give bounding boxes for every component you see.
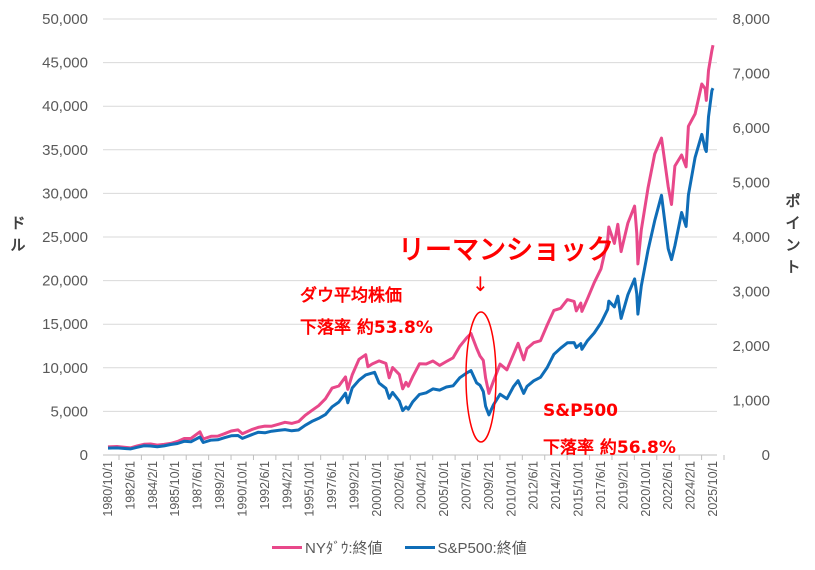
right-tick-label: 1,000 xyxy=(732,393,770,410)
x-tick-label: 1994/2/1 xyxy=(280,461,294,510)
x-tick-label: 2002/6/1 xyxy=(392,461,406,510)
legend-label-sp500: S&P500:終値 xyxy=(437,540,527,557)
left-tick-label: 30,000 xyxy=(42,185,88,202)
x-tick-label: 2010/10/1 xyxy=(504,461,518,517)
left-tick-label: 15,000 xyxy=(42,316,88,333)
right-tick-label: 7,000 xyxy=(732,66,770,83)
x-tick-label: 2014/2/1 xyxy=(549,461,563,510)
x-tick-label: 1987/6/1 xyxy=(191,461,205,510)
x-tick-label: 1985/10/1 xyxy=(168,461,182,517)
right-tick-label: 2,000 xyxy=(732,338,770,355)
x-tick-label: 2017/6/1 xyxy=(594,461,608,510)
x-tick-label: 2019/2/1 xyxy=(616,461,630,510)
left-tick-label: 50,000 xyxy=(42,11,88,28)
lehman-shock-label: リーマンショック xyxy=(398,235,614,266)
x-tick-label: 1980/10/1 xyxy=(101,461,115,517)
x-tick-label: 1992/6/1 xyxy=(258,461,272,510)
legend-item-dow: NYﾀﾞｳ:終値 xyxy=(272,537,383,558)
legend-swatch-dow xyxy=(272,546,302,549)
right-tick-label: 6,000 xyxy=(732,120,770,137)
left-tick-label: 45,000 xyxy=(42,55,88,72)
x-tick-label: 2025/10/1 xyxy=(706,461,720,517)
x-tick-label: 2020/10/1 xyxy=(639,461,653,517)
x-tick-label: 1984/2/1 xyxy=(146,461,160,510)
left-axis-title: ドル xyxy=(10,214,26,254)
dow-line xyxy=(107,44,715,450)
sp500-name-label: S&P500 xyxy=(543,401,619,421)
x-tick-label: 1989/2/1 xyxy=(213,461,227,510)
dow-drop-label: 下落率 約53.8% xyxy=(300,318,433,338)
right-tick-label: 8,000 xyxy=(732,11,770,28)
legend: NYﾀﾞｳ:終値 S&P500:終値 xyxy=(272,537,527,558)
lehman-highlight-ellipse xyxy=(465,311,497,443)
left-tick-label: 5,000 xyxy=(50,403,88,420)
x-tick-label: 2015/10/1 xyxy=(572,461,586,517)
x-tick-label: 2007/6/1 xyxy=(460,461,474,510)
left-tick-label: 20,000 xyxy=(42,273,88,290)
left-tick-label: 25,000 xyxy=(42,229,88,246)
x-tick-label: 1990/10/1 xyxy=(235,461,249,517)
right-tick-label: 5,000 xyxy=(732,175,770,192)
x-tick-label: 2005/10/1 xyxy=(437,461,451,517)
right-tick-label: 3,000 xyxy=(732,284,770,301)
legend-label-dow: NYﾀﾞｳ:終値 xyxy=(305,540,383,557)
x-tick-label: 2024/2/1 xyxy=(684,461,698,510)
down-arrow: ↓ xyxy=(472,272,489,296)
x-tick-label: 2000/10/1 xyxy=(370,461,384,517)
x-tick-label: 1999/2/1 xyxy=(347,461,361,510)
x-tick-label: 2009/2/1 xyxy=(482,461,496,510)
x-tick-label: 1982/6/1 xyxy=(123,461,137,510)
legend-item-sp500: S&P500:終値 xyxy=(404,537,527,558)
x-tick-label: 2022/6/1 xyxy=(661,461,675,510)
right-tick-label: 4,000 xyxy=(732,229,770,246)
x-tick-label: 2004/2/1 xyxy=(415,461,429,510)
left-tick-label: 0 xyxy=(80,447,88,464)
left-tick-label: 10,000 xyxy=(42,360,88,377)
x-tick-label: 1995/10/1 xyxy=(303,461,317,517)
right-axis-title: ポイント xyxy=(785,192,801,276)
sp500-line xyxy=(107,87,715,451)
left-tick-label: 35,000 xyxy=(42,142,88,159)
x-tick-label: 2012/6/1 xyxy=(527,461,541,510)
x-tick-label: 1997/6/1 xyxy=(325,461,339,510)
sp500-drop-label: 下落率 約56.8% xyxy=(543,438,676,458)
dow-name-label: ダウ平均株価 xyxy=(300,286,402,306)
right-tick-label: 0 xyxy=(762,447,770,464)
legend-swatch-sp500 xyxy=(404,546,435,549)
left-tick-label: 40,000 xyxy=(42,98,88,115)
